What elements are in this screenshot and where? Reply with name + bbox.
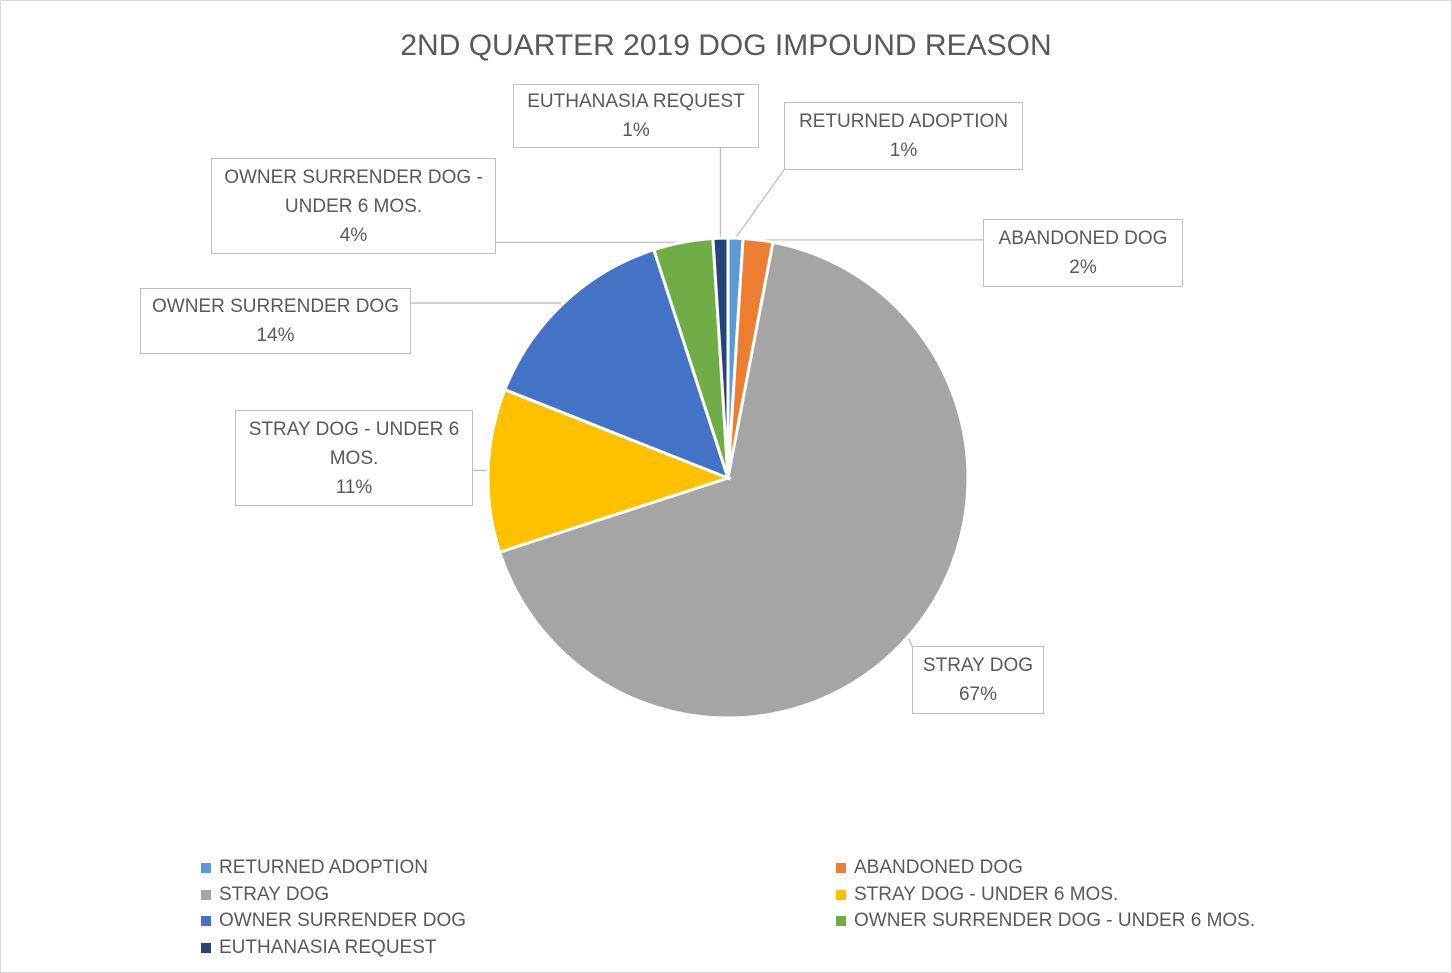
data-label: ABANDONED DOG 2% [983,219,1183,287]
data-label: OWNER SURRENDER DOG - UNDER 6 MOS. 4% [211,158,496,254]
data-label: RETURNED ADOPTION 1% [784,102,1023,170]
leader-line [907,636,913,647]
label-value: 1% [622,120,650,141]
chart-title: 2ND QUARTER 2019 DOG IMPOUND REASON [400,29,1052,62]
label-name: EUTHANASIA REQUEST [527,91,745,112]
legend-swatch [201,889,211,900]
legend-swatch [201,863,211,873]
label-name: OWNER SURRENDER DOG [151,296,399,317]
legend-swatch [201,942,211,953]
label-name: OWNER SURRENDER DOG - UNDER 6 MOS. [224,166,483,217]
leader-lines [411,148,983,647]
legend-swatch [201,916,211,926]
label-name: STRAY DOG - UNDER 6 MOS. [248,418,460,469]
slice [497,240,970,720]
legend-label: EUTHANASIA REQUEST [219,936,437,958]
legend-label: STRAY DOG - UNDER 6 MOS. [854,883,1119,905]
label-value: 2% [1069,257,1097,278]
label-value: 1% [889,140,918,161]
slices [486,236,970,720]
slice [486,387,733,555]
legend-label: OWNER SURRENDER DOG [219,910,467,931]
legend-label: STRAY DOG [219,883,330,905]
data-label: OWNER SURRENDER DOG 14% [140,288,411,354]
label-value: 14% [256,325,295,346]
legend-entry: ABANDONED DOG [836,857,1023,879]
data-label: EUTHANASIA REQUEST 1% [513,84,759,148]
legend-label: OWNER SURRENDER DOG - UNDER 6 MOS. [854,910,1256,931]
data-label: STRAY DOG 67% [912,646,1044,714]
legend-entry: OWNER SURRENDER DOG - UNDER 6 MOS. [836,910,1255,932]
data-label: STRAY DOG - UNDER 6 MOS. 11% [235,410,473,506]
label-value: 11% [335,476,373,498]
legend-entry: RETURNED ADOPTION [201,857,428,879]
label-name: ABANDONED DOG [998,228,1168,249]
legend-entry: STRAY DOG [201,884,329,906]
legend-swatch [836,889,846,900]
slice [711,236,730,479]
label-value: 4% [339,224,368,246]
legend-swatch [836,916,846,926]
label-value: 67% [958,684,998,705]
leader-line [735,169,785,239]
legend-label: RETURNED ADOPTION [219,857,429,878]
legend-entry: OWNER SURRENDER DOG [201,910,466,932]
label-name: RETURNED ADOPTION [798,111,1009,132]
legend-entry: STRAY DOG - UNDER 6 MOS. [836,884,1118,906]
legend-swatch [836,863,846,873]
legend-entry: EUTHANASIA REQUEST [201,937,437,959]
legend-label: ABANDONED DOG [854,857,1023,878]
label-name: STRAY DOG [922,655,1034,676]
